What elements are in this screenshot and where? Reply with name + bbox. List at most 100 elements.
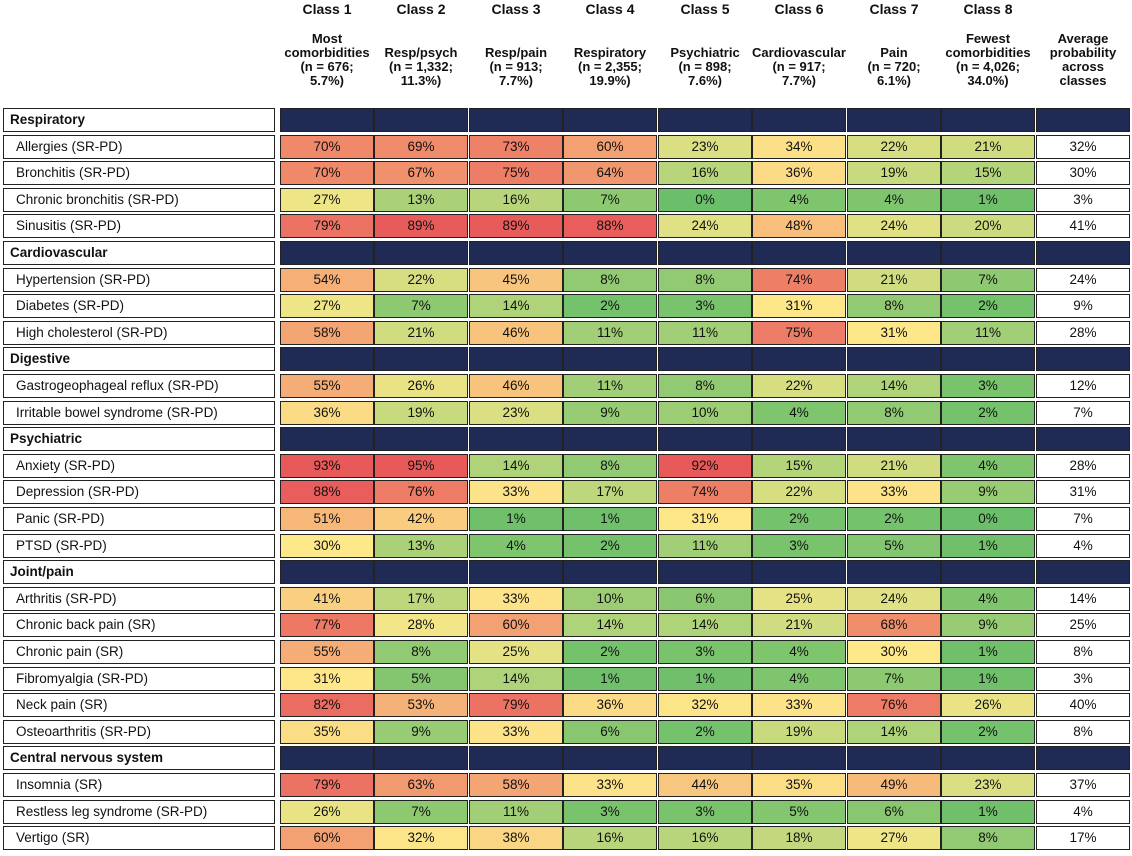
heatmap-cell: 36% — [752, 161, 846, 186]
group-band-cell — [941, 427, 1035, 452]
row-label: Fibromyalgia (SR-PD) — [3, 666, 275, 691]
heatmap-cell: 7% — [374, 294, 468, 319]
heatmap-cell: 67% — [374, 161, 468, 186]
class-header-5: Class 5 Psychiatric (n = 898; 7.6%) — [652, 2, 758, 88]
group-band-cell — [658, 241, 752, 265]
row-label: High cholesterol (SR-PD) — [3, 320, 275, 345]
heatmap-cell: 1% — [563, 507, 657, 531]
heatmap-cell: 8% — [374, 640, 468, 664]
class-header-8: Class 8 Fewest comorbidities (n = 4,026; 34.… — [935, 2, 1041, 88]
row-label: Anxiety (SR-PD) — [3, 453, 275, 478]
group-label: Psychiatric — [3, 427, 275, 452]
group-band-cell — [469, 746, 563, 771]
group-band-cell — [374, 347, 468, 372]
class-header-1: Class 1 Most comorbidities (n = 676; 5.7%) — [274, 2, 380, 88]
heatmap-cell: 60% — [469, 613, 563, 638]
heatmap-cell: 8% — [563, 453, 657, 478]
heatmap-cell: 31% — [280, 666, 374, 691]
group-band-cell — [847, 427, 941, 452]
heatmap-cell: 49% — [847, 773, 941, 797]
row-label: Vertigo (SR) — [3, 826, 275, 851]
group-band-cell — [847, 746, 941, 771]
heatmap-cell: 42% — [374, 507, 468, 531]
heatmap-cell: 33% — [847, 480, 941, 505]
group-band-cell — [658, 427, 752, 452]
group-band-cell — [280, 347, 374, 372]
group-band-cell — [1036, 746, 1130, 771]
average-cell: 9% — [1036, 294, 1130, 319]
group-band-cell — [374, 427, 468, 452]
heatmap-cell: 14% — [469, 294, 563, 319]
average-cell: 30% — [1036, 161, 1130, 186]
heatmap-cell: 6% — [658, 586, 752, 611]
heatmap-cell: 70% — [280, 161, 374, 186]
heatmap-cell: 21% — [941, 134, 1035, 159]
heatmap-cell: 2% — [941, 719, 1035, 744]
group-band-cell — [374, 241, 468, 265]
heatmap-cell: 10% — [563, 586, 657, 611]
heatmap-cell: 32% — [658, 693, 752, 718]
heatmap-cell: 16% — [658, 161, 752, 186]
heatmap-cell: 5% — [374, 666, 468, 691]
heatmap-cell: 8% — [563, 267, 657, 292]
heatmap-cell: 54% — [280, 267, 374, 292]
heatmap-cell: 24% — [658, 214, 752, 239]
heatmap-cell: 22% — [752, 374, 846, 398]
heatmap-cell: 9% — [941, 480, 1035, 505]
row-label: Gastrogeophageal reflux (SR-PD) — [3, 374, 275, 398]
class-name: Class 6 — [774, 1, 824, 17]
heatmap-cell: 19% — [374, 400, 468, 425]
heatmap-cell: 68% — [847, 613, 941, 638]
class-description: Psychiatric (n = 898; 7.6%) — [670, 45, 740, 88]
heatmap-cell: 33% — [752, 693, 846, 718]
class-name: Class 4 — [585, 1, 635, 17]
heatmap-cell: 19% — [847, 161, 941, 186]
group-band-cell — [563, 427, 657, 452]
heatmap-cell: 33% — [469, 719, 563, 744]
heatmap-cell: 0% — [941, 507, 1035, 531]
row-label: Allergies (SR-PD) — [3, 134, 275, 159]
heatmap-cell: 14% — [658, 613, 752, 638]
heatmap-cell: 3% — [941, 374, 1035, 398]
heatmap-cell: 31% — [658, 507, 752, 531]
heatmap-cell: 4% — [752, 666, 846, 691]
row-label: Arthritis (SR-PD) — [3, 586, 275, 611]
average-cell: 4% — [1036, 799, 1130, 824]
heatmap-cell: 14% — [469, 666, 563, 691]
heatmap-cell: 33% — [469, 480, 563, 505]
group-band-cell — [563, 746, 657, 771]
heatmap-cell: 3% — [563, 799, 657, 824]
group-band-cell — [469, 427, 563, 452]
class-description: Respiratory (n = 2,355; 19.9%) — [573, 45, 647, 88]
heatmap-cell: 79% — [280, 214, 374, 239]
average-cell: 28% — [1036, 320, 1130, 345]
heatmap-cell: 79% — [280, 773, 374, 797]
group-band-cell — [752, 746, 846, 771]
row-label: Hypertension (SR-PD) — [3, 267, 275, 292]
heatmap-cell: 1% — [469, 507, 563, 531]
class-description: Fewest comorbidities (n = 4,026; 34.0%) — [945, 31, 1031, 88]
heatmap-cell: 4% — [941, 453, 1035, 478]
row-label: Chronic pain (SR) — [3, 640, 275, 664]
group-band-cell — [469, 241, 563, 265]
average-cell: 8% — [1036, 719, 1130, 744]
group-band-cell — [469, 560, 563, 585]
heatmap-cell: 1% — [941, 533, 1035, 558]
average-cell: 3% — [1036, 187, 1130, 212]
average-cell: 4% — [1036, 533, 1130, 558]
heatmap-cell: 48% — [752, 214, 846, 239]
heatmap-cell: 2% — [847, 507, 941, 531]
heatmap-cell: 41% — [280, 586, 374, 611]
heatmap-cell: 23% — [658, 134, 752, 159]
heatmap-cell: 11% — [563, 320, 657, 345]
heatmap-cell: 64% — [563, 161, 657, 186]
heatmap-cell: 46% — [469, 320, 563, 345]
average-cell: 32% — [1036, 134, 1130, 159]
class-description: Resp/pain (n = 913; 7.7%) — [484, 45, 548, 88]
heatmap-cell: 76% — [847, 693, 941, 718]
heatmap-cell: 8% — [941, 826, 1035, 851]
heatmap-cell: 15% — [941, 161, 1035, 186]
group-band-cell — [1036, 560, 1130, 585]
row-label: Restless leg syndrome (SR-PD) — [3, 799, 275, 824]
